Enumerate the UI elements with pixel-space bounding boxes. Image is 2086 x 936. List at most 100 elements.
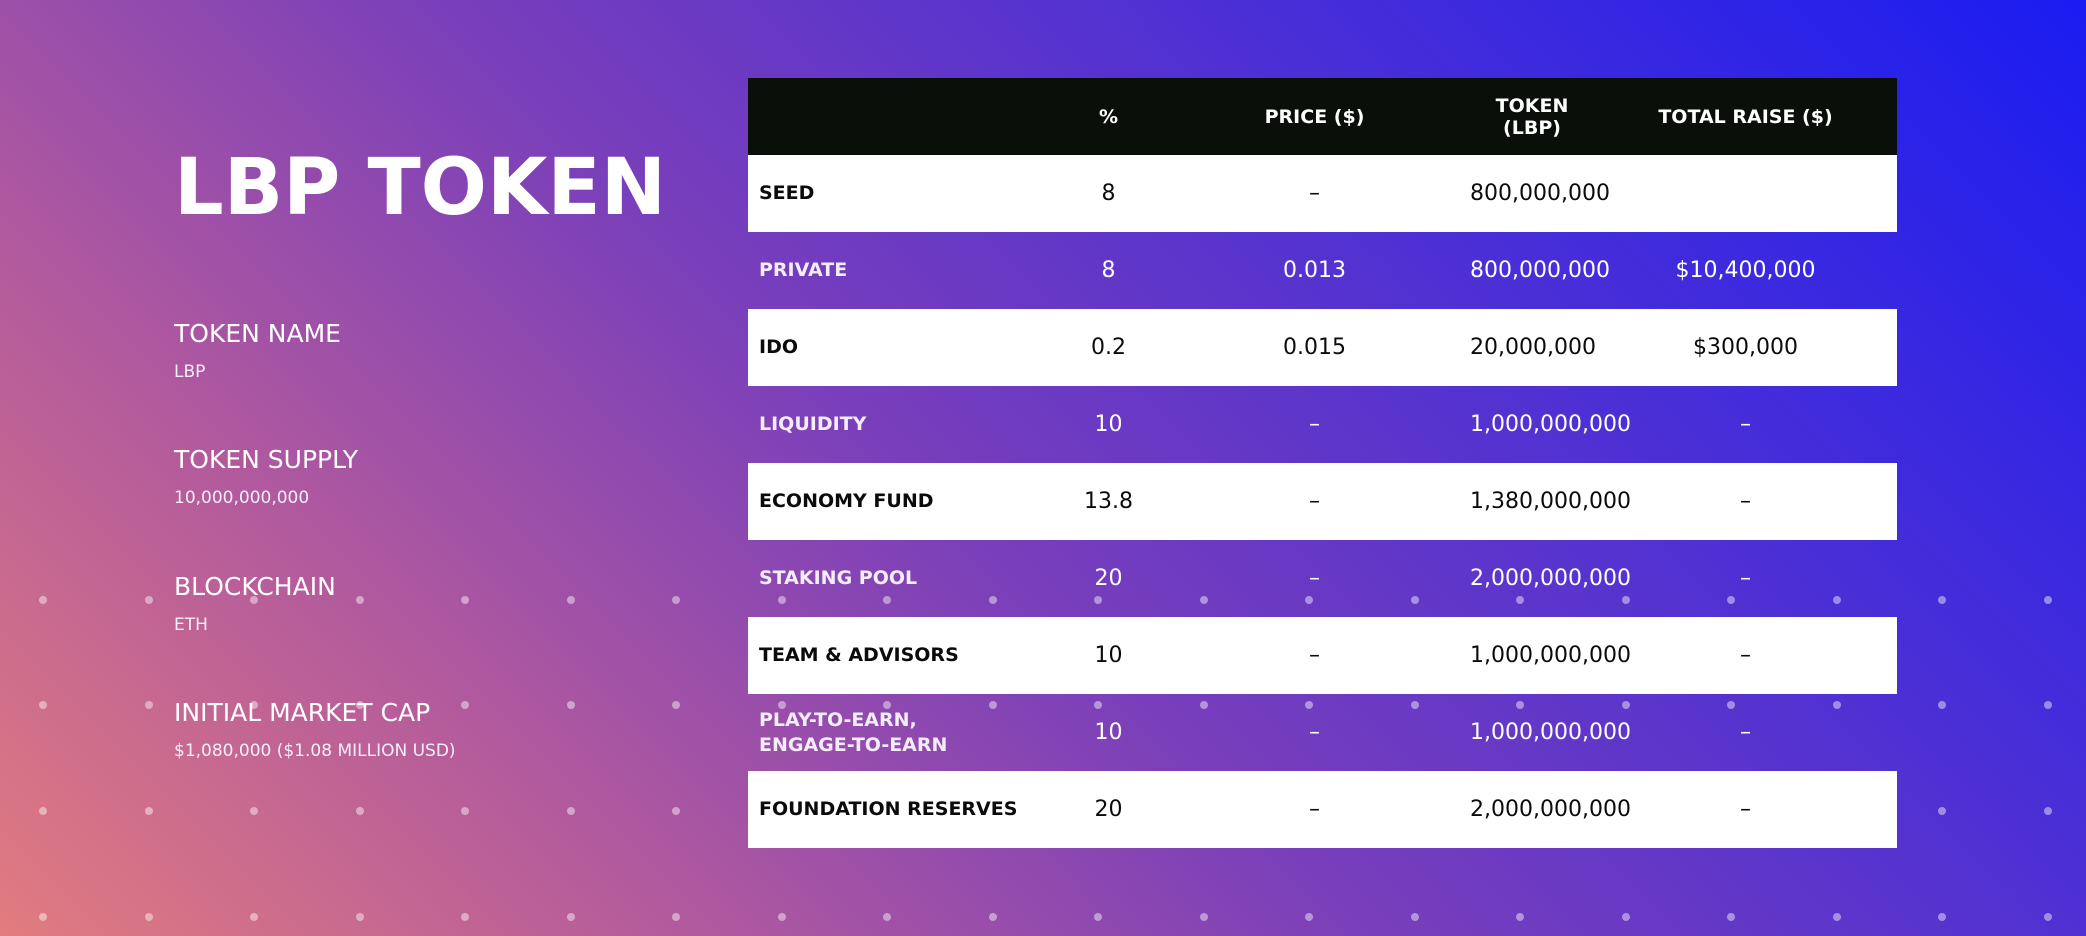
background-dot [1938, 596, 1946, 604]
row-total-raise [1594, 155, 1897, 232]
background-dot [39, 701, 47, 709]
row-name: STAKING POOL [759, 567, 918, 589]
background-dot [567, 807, 575, 815]
background-dot [145, 596, 153, 604]
table-row: FOUNDATION RESERVES 20 – 2,000,000,000 – [748, 771, 1897, 848]
background-dot [567, 913, 575, 921]
background-dot [1200, 913, 1208, 921]
header-percent: % [1098, 105, 1119, 128]
background-dot [356, 913, 364, 921]
background-dot [1622, 913, 1630, 921]
row-total-raise: $300,000 [1594, 309, 1897, 386]
row-name: TEAM & ADVISORS [748, 617, 1058, 694]
row-name: FOUNDATION RESERVES [748, 771, 1058, 848]
table-row: TEAM & ADVISORS 10 – 1,000,000,000 – [748, 617, 1897, 694]
background-dot [1938, 701, 1946, 709]
background-dot [145, 913, 153, 921]
info-blockchain: BLOCKCHAIN ETH [174, 571, 694, 637]
table-row: SEED 8 – 800,000,000 [748, 155, 1897, 232]
row-tokens: 800,000,000 [1470, 258, 1610, 283]
background-dot [2044, 596, 2052, 604]
page-title: LBP TOKEN [174, 143, 666, 233]
row-price: – [1309, 720, 1320, 745]
background-dot [2044, 701, 2052, 709]
info-label: TOKEN NAME [174, 319, 341, 348]
row-percent: 8 [1058, 155, 1159, 232]
row-price: – [1159, 771, 1470, 848]
header-name [748, 78, 1058, 155]
info-value: 10,000,000,000 [174, 488, 310, 508]
row-name: PRIVATE [759, 259, 848, 281]
row-percent: 8 [1101, 258, 1116, 283]
background-dot [1516, 913, 1524, 921]
row-name: LIQUIDITY [759, 413, 867, 435]
row-total-raise: – [1594, 771, 1897, 848]
info-token-name: TOKEN NAME LBP [174, 318, 694, 384]
row-tokens: 20,000,000 [1470, 309, 1596, 386]
info-token-supply: TOKEN SUPPLY 10,000,000,000 [174, 444, 694, 510]
info-value: $1,080,000 ($1.08 MILLION USD) [174, 741, 456, 761]
row-price: – [1159, 155, 1470, 232]
row-name: SEED [748, 155, 1058, 232]
background-dot [39, 596, 47, 604]
row-percent: 20 [1094, 566, 1123, 591]
background-dot [1411, 913, 1419, 921]
table-row: IDO 0.2 0.015 20,000,000 $300,000 [748, 309, 1897, 386]
row-name: IDO [748, 309, 1058, 386]
background-dot [778, 913, 786, 921]
info-label: BLOCKCHAIN [174, 572, 336, 601]
row-tokens: 800,000,000 [1470, 155, 1610, 232]
row-percent: 13.8 [1058, 463, 1159, 540]
row-total-raise: – [1594, 617, 1897, 694]
row-price: – [1159, 617, 1470, 694]
row-price: 0.015 [1159, 309, 1470, 386]
row-percent: 10 [1094, 412, 1123, 437]
info-initial-market-cap: INITIAL MARKET CAP $1,080,000 ($1.08 MIL… [174, 697, 694, 763]
background-dot [461, 807, 469, 815]
row-total-raise: – [1740, 720, 1751, 745]
info-label: TOKEN SUPPLY [174, 445, 358, 474]
row-tokens: 2,000,000,000 [1470, 771, 1631, 848]
info-value: LBP [174, 362, 206, 382]
row-tokens: 1,000,000,000 [1470, 617, 1631, 694]
row-total-raise: – [1740, 412, 1751, 437]
token-allocation-table: % PRICE ($) TOKEN (LBP) TOTAL RAISE ($) … [748, 78, 1897, 848]
row-tokens: 1,000,000,000 [1470, 720, 1631, 745]
row-percent: 20 [1058, 771, 1159, 848]
info-value: ETH [174, 615, 208, 635]
row-percent: 10 [1094, 720, 1123, 745]
table-row: ECONOMY FUND 13.8 – 1,380,000,000 – [748, 463, 1897, 540]
background-dot [1938, 807, 1946, 815]
background-dot [145, 701, 153, 709]
background-dot [39, 807, 47, 815]
background-dot [250, 913, 258, 921]
row-percent: 0.2 [1058, 309, 1159, 386]
background-dot [1727, 913, 1735, 921]
background-dot [145, 807, 153, 815]
row-tokens: 1,380,000,000 [1470, 463, 1631, 540]
row-price: – [1309, 566, 1320, 591]
background-dot [883, 913, 891, 921]
background-dot [2044, 913, 2052, 921]
table-row: STAKING POOL 20 – 2,000,000,000 – [748, 540, 1897, 617]
table-row: PRIVATE 8 0.013 800,000,000 $10,400,000 [748, 232, 1897, 309]
row-total-raise: – [1594, 463, 1897, 540]
row-total-raise: – [1740, 566, 1751, 591]
table-header-row: % PRICE ($) TOKEN (LBP) TOTAL RAISE ($) [748, 78, 1897, 155]
header-total-raise: TOTAL RAISE ($) [1658, 105, 1833, 128]
row-price: 0.013 [1283, 258, 1346, 283]
table-row: LIQUIDITY 10 – 1,000,000,000 – [748, 386, 1897, 463]
background-dot [672, 913, 680, 921]
background-dot [989, 913, 997, 921]
row-percent: 10 [1058, 617, 1159, 694]
background-dot [1938, 913, 1946, 921]
row-name: PLAY-TO-EARN, ENGAGE-TO-EARN [759, 708, 948, 756]
header-tokens: TOKEN (LBP) [1495, 94, 1569, 139]
row-total-raise: $10,400,000 [1675, 258, 1816, 283]
background-dot [461, 913, 469, 921]
left-panel: LBP TOKEN [174, 140, 694, 316]
table-row: PLAY-TO-EARN, ENGAGE-TO-EARN 10 – 1,000,… [748, 694, 1897, 771]
header-price: PRICE ($) [1264, 105, 1365, 128]
background-dot [1833, 913, 1841, 921]
row-name: ECONOMY FUND [748, 463, 1058, 540]
